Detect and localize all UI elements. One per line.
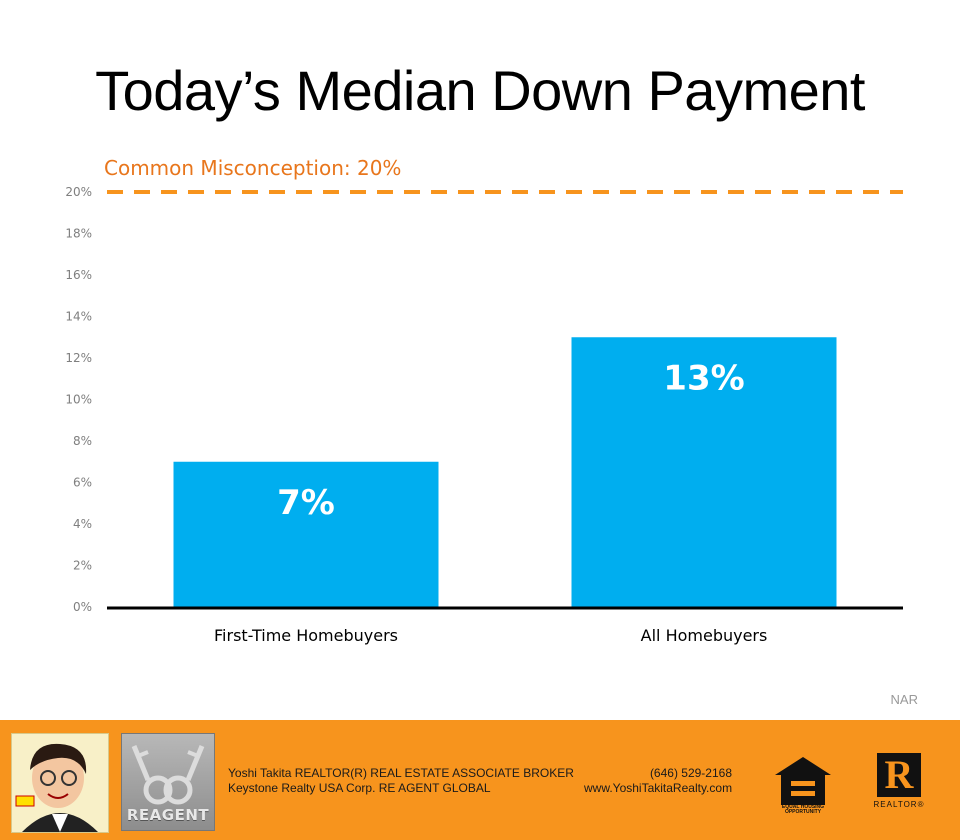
- y-tick-label: 6%: [73, 476, 92, 490]
- y-tick-label: 16%: [65, 268, 92, 282]
- x-category-label: First-Time Homebuyers: [214, 626, 398, 645]
- reference-line-label: Common Misconception: 20%: [104, 156, 402, 180]
- realtor-mark: R: [884, 752, 914, 797]
- y-tick-label: 12%: [65, 351, 92, 365]
- equal-housing-icon: [775, 757, 831, 805]
- company-line: Keystone Realty USA Corp. RE AGENT GLOBA…: [228, 781, 491, 795]
- bar-2: [571, 337, 837, 607]
- y-tick-label: 14%: [65, 310, 92, 324]
- website-link[interactable]: www.YoshiTakitaRealty.com: [584, 781, 733, 795]
- y-tick-label: 10%: [65, 393, 92, 407]
- equal-housing-text: EQUAL HOUSING OPPORTUNITY: [781, 804, 825, 815]
- agent-caricature-image: [11, 733, 109, 833]
- y-tick-label: 4%: [73, 517, 92, 531]
- footer-bar: REAGENT Yoshi Takita REALTOR(R) REAL EST…: [0, 720, 960, 840]
- bar-data-label: 13%: [663, 358, 744, 398]
- y-tick-label: 8%: [73, 434, 92, 448]
- contact-right: (646) 529-2168 www.YoshiTakitaRealty.com: [584, 766, 732, 796]
- realtor-text: REALTOR®: [873, 800, 925, 809]
- reagent-logo: REAGENT: [121, 733, 215, 831]
- bar-data-label: 7%: [277, 483, 335, 523]
- bar-chart: 0% 2% 4% 6% 8% 10% 12% 14% 16% 18% 20% 7% First-Time…: [65, 185, 903, 645]
- contact-left: Yoshi Takita REALTOR(R) REAL ESTATE ASSO…: [228, 766, 574, 796]
- source-label: NAR: [890, 692, 918, 707]
- bar-1: [173, 461, 439, 607]
- y-tick-label: 0%: [73, 600, 92, 614]
- realtor-icon: R: [877, 753, 921, 797]
- x-category-label: All Homebuyers: [641, 626, 768, 645]
- y-tick-label: 18%: [65, 227, 92, 241]
- y-tick-label: 2%: [73, 559, 92, 573]
- reagent-logo-text: REAGENT: [126, 806, 210, 824]
- y-tick-label: 20%: [65, 185, 92, 199]
- chart-title: Today’s Median Down Payment: [95, 59, 865, 122]
- phone-number: (646) 529-2168: [649, 766, 732, 780]
- agent-name-line: Yoshi Takita REALTOR(R) REAL ESTATE ASSO…: [228, 766, 574, 780]
